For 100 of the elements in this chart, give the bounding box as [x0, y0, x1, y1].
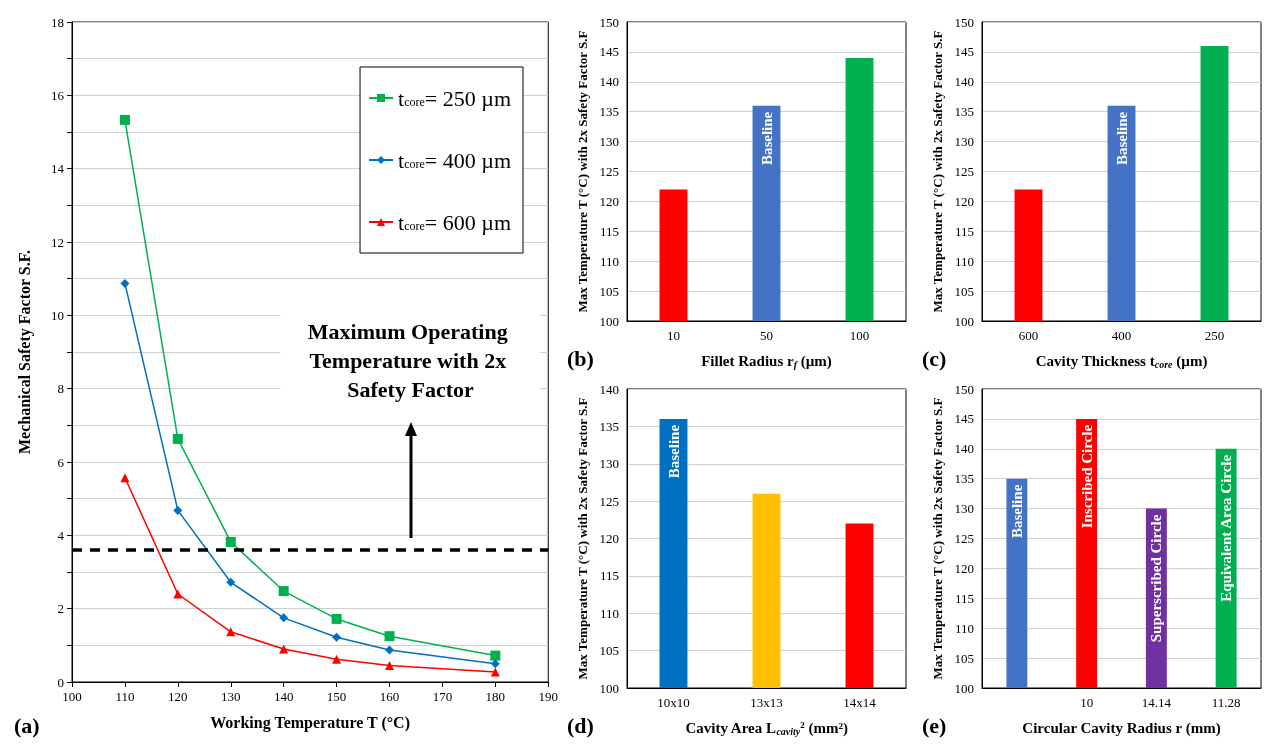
y-tick-label: 105 — [599, 283, 619, 299]
y-tick-label: 115 — [954, 590, 974, 606]
y-tick-label: 100 — [599, 313, 619, 329]
y-tick-label: 135 — [599, 104, 619, 120]
point — [490, 667, 500, 677]
point — [279, 613, 289, 623]
y-tick-label: 110 — [954, 620, 974, 636]
x-axis-title: Working Temperature T (°C) — [210, 713, 410, 732]
data-label: Baseline — [1113, 111, 1130, 166]
x-tick-label: 10 — [1080, 695, 1094, 710]
y-tick-label: 6 — [57, 454, 65, 470]
y-tick-label: 135 — [954, 104, 974, 120]
point — [119, 114, 130, 125]
annotation: Maximum Operating Temperature with 2x Safety Factor — [307, 318, 514, 402]
point — [332, 654, 342, 664]
point — [384, 631, 395, 642]
x-tick-label: 150 — [326, 689, 347, 704]
y-tick-label: 135 — [954, 471, 974, 487]
y-tick-label: 12 — [51, 234, 64, 250]
y-tick-label: 0 — [57, 674, 64, 690]
y-tick-label: 145 — [954, 44, 974, 60]
x-tick-label: 190 — [538, 689, 558, 704]
x-tick-label: 100 — [849, 328, 870, 343]
y-axis-title: Mechanical Safety Factor S.F. — [15, 250, 34, 454]
y-tick-label: 120 — [954, 193, 974, 209]
x-tick-label: 250 — [1204, 328, 1225, 343]
y-tick-label: 105 — [954, 283, 974, 299]
y-tick-label: 110 — [954, 253, 974, 269]
text: (c) — [922, 345, 947, 371]
y-tick-label: 130 — [599, 134, 619, 150]
point — [385, 661, 394, 670]
point — [225, 536, 236, 547]
data-label: Superscribed Circle — [1148, 514, 1165, 643]
data-label: Equivalent Area Circle — [1218, 454, 1235, 602]
point — [331, 613, 342, 624]
y-axis-title: Max Temperature T (°C) with 2x Safety Factor S.F — [929, 30, 945, 313]
point — [490, 650, 501, 661]
y-tick-label: 16 — [51, 87, 65, 103]
y-axis-title: Max Temperature T (°C) with 2x Safety Factor S.F — [929, 397, 945, 680]
y-tick-label: 120 — [599, 531, 619, 546]
y-tick-label: 140 — [954, 74, 974, 90]
y-tick-label: 140 — [599, 74, 619, 90]
y-tick-label: 110 — [599, 253, 619, 269]
y-axis-title: Max Temperature T (°C) with 2x Safety Factor S.F — [574, 30, 590, 313]
x-tick-label: 400 — [1111, 328, 1132, 343]
x-tick-label: 110 — [115, 689, 135, 704]
y-tick-label: 150 — [599, 14, 619, 30]
x-tick-label: 13x13 — [750, 695, 783, 710]
point — [120, 473, 130, 483]
y-tick-label: 130 — [954, 134, 974, 150]
y-tick-label: 14 — [51, 161, 65, 177]
point — [226, 577, 236, 587]
y-tick-label: 4 — [57, 527, 65, 543]
text: (a) — [14, 712, 40, 738]
x-tick-label: 600 — [1018, 328, 1039, 343]
y-tick-label: 135 — [599, 418, 619, 434]
x-tick-label: 14x14 — [843, 695, 877, 710]
point — [172, 433, 183, 444]
y-tick-label: 125 — [599, 164, 619, 179]
y-tick-label: 8 — [57, 381, 64, 397]
y-tick-label: 130 — [954, 501, 974, 517]
x-tick-label: 50 — [760, 328, 773, 343]
x-tick-label: 170 — [432, 689, 453, 704]
point — [120, 278, 130, 288]
x-tick-label: 10 — [667, 328, 680, 343]
y-tick-label: 150 — [954, 14, 974, 30]
point — [173, 505, 183, 515]
y-tick-label: 150 — [954, 381, 974, 397]
y-tick-label: 125 — [954, 164, 974, 179]
point — [173, 589, 183, 599]
text: (b) — [567, 345, 594, 371]
y-tick-label: 145 — [599, 44, 619, 60]
legend-label: tcore= 250 µm — [398, 85, 512, 111]
y-tick-label: 145 — [954, 411, 974, 427]
y-tick-label: 110 — [599, 605, 619, 621]
y-tick-label: 2 — [57, 601, 64, 617]
x-tick-label: 160 — [379, 689, 400, 704]
y-tick-label: 120 — [954, 560, 974, 576]
x-tick-label: 11.28 — [1211, 695, 1241, 710]
data-label: Baseline — [1008, 484, 1025, 539]
x-tick-label: 180 — [485, 689, 506, 704]
y-tick-label: 105 — [599, 643, 619, 659]
y-tick-label: 115 — [599, 568, 619, 584]
data-label: Inscribed Circle — [1078, 424, 1095, 529]
y-tick-label: 115 — [954, 223, 974, 239]
y-tick-label: 120 — [599, 193, 619, 209]
x-axis-title: Circular Cavity Radius r (mm) — [1022, 719, 1221, 737]
x-tick-label: 10x10 — [657, 695, 690, 710]
y-tick-label: 100 — [954, 313, 974, 329]
y-tick-label: 10 — [51, 307, 64, 323]
point — [278, 586, 289, 597]
legend-label: tcore= 400 µm — [398, 147, 512, 173]
y-tick-label: 105 — [954, 650, 974, 666]
point — [279, 644, 289, 654]
point — [385, 645, 394, 655]
data-label: Baseline — [758, 111, 775, 166]
point — [490, 659, 500, 669]
x-tick-label: 120 — [168, 689, 188, 704]
y-tick-label: 130 — [599, 456, 619, 472]
y-tick-label: 140 — [954, 441, 974, 457]
